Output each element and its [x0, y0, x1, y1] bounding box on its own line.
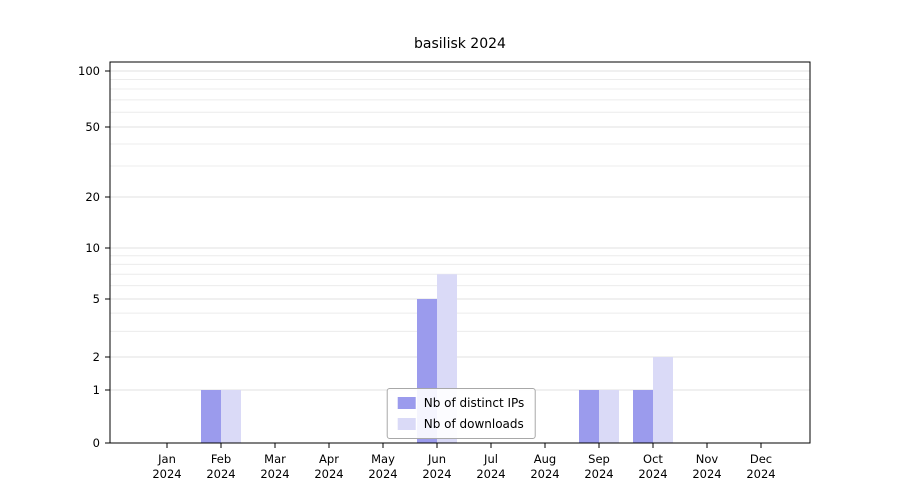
- x-tick-label-month: Jan: [157, 452, 176, 466]
- x-tick-label-year: 2024: [206, 467, 235, 481]
- y-tick-label: 0: [93, 436, 100, 450]
- legend-label-downloads: Nb of downloads: [423, 417, 524, 431]
- x-tick-label-year: 2024: [152, 467, 181, 481]
- x-tick-label-month: Oct: [643, 452, 663, 466]
- x-tick-label-month: Apr: [319, 452, 339, 466]
- bar-downloads: [599, 390, 619, 443]
- x-tick-label-month: Mar: [264, 452, 286, 466]
- y-tick-label: 2: [93, 350, 100, 364]
- x-tick-label-year: 2024: [746, 467, 775, 481]
- y-tick-label: 1: [93, 383, 100, 397]
- x-tick-label-year: 2024: [368, 467, 397, 481]
- x-tick-label-month: Aug: [534, 452, 556, 466]
- x-tick-label-year: 2024: [584, 467, 613, 481]
- y-tick-label: 5: [93, 292, 100, 306]
- x-tick-label-month: Dec: [750, 452, 772, 466]
- bar-downloads: [221, 390, 241, 443]
- legend-label-distinct-ips: Nb of distinct IPs: [423, 396, 525, 410]
- x-tick-label-year: 2024: [476, 467, 505, 481]
- x-tick-label-year: 2024: [422, 467, 451, 481]
- y-tick-label: 50: [85, 120, 100, 134]
- y-tick-label: 20: [85, 190, 100, 204]
- x-tick-label-month: Nov: [696, 452, 719, 466]
- x-tick-label-month: Jul: [483, 452, 498, 466]
- bar-distinct-ips: [579, 390, 599, 443]
- legend-item-downloads: Nb of downloads: [397, 417, 525, 431]
- bar-distinct-ips: [201, 390, 221, 443]
- x-tick-label-month: May: [371, 452, 395, 466]
- plot-frame: [109, 61, 811, 444]
- chart-title: basilisk 2024: [414, 36, 506, 52]
- bar-distinct-ips: [633, 390, 653, 443]
- x-tick-label-year: 2024: [692, 467, 721, 481]
- legend-swatch-downloads: [397, 418, 416, 430]
- x-tick-label-month: Feb: [211, 452, 231, 466]
- x-tick-label-year: 2024: [314, 467, 343, 481]
- bar-downloads: [653, 357, 673, 443]
- legend-swatch-distinct-ips: [397, 397, 416, 409]
- x-tick-label-month: Sep: [588, 452, 610, 466]
- legend: Nb of distinct IPs Nb of downloads: [386, 388, 536, 439]
- y-tick-label: 100: [78, 64, 100, 78]
- legend-item-distinct-ips: Nb of distinct IPs: [397, 396, 525, 410]
- x-tick-label-year: 2024: [260, 467, 289, 481]
- x-tick-label-year: 2024: [638, 467, 667, 481]
- x-tick-label-year: 2024: [530, 467, 559, 481]
- y-tick-label: 10: [85, 241, 100, 255]
- x-tick-label-month: Jun: [427, 452, 446, 466]
